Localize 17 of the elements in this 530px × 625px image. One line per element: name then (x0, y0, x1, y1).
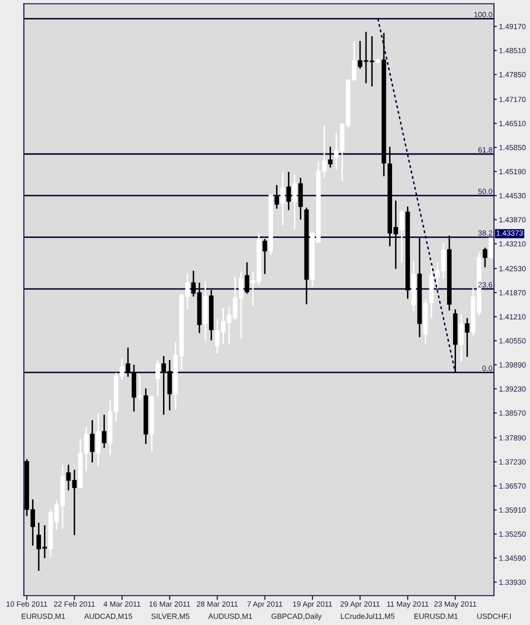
candlestick (458, 314, 464, 362)
candlestick (298, 177, 303, 220)
candlestick (155, 359, 160, 398)
candlestick (274, 184, 280, 210)
candlestick (464, 317, 470, 358)
candlestick (286, 171, 291, 211)
candlestick (138, 374, 142, 402)
candlestick (328, 146, 333, 168)
candlestick (292, 174, 297, 230)
candlestick (399, 209, 404, 264)
candlestick (102, 414, 106, 449)
candlestick (90, 420, 95, 464)
candlestick (96, 412, 100, 468)
candlestick (244, 262, 250, 294)
candlestick (280, 171, 285, 226)
candlestick (482, 247, 488, 268)
candlestick (262, 238, 268, 275)
